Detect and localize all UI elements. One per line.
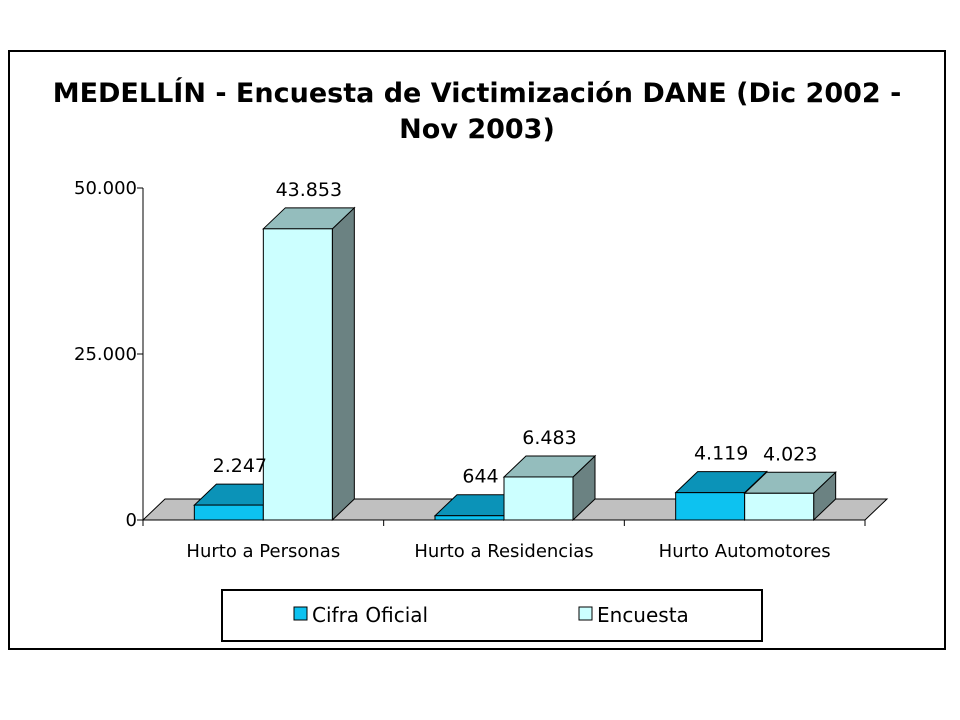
data-label-encuesta-hurto-a-personas: 43.853 — [276, 179, 342, 201]
y-tick-label: 25.000 — [74, 344, 137, 365]
y-tick-label: 50.000 — [74, 178, 137, 199]
bar-cifra-oficial-hurto-a-personas — [193, 504, 264, 521]
chart-title-line-2: Nov 2003) — [399, 114, 555, 145]
legend-swatch-encuesta — [578, 606, 593, 621]
chart-svg: MEDELLÍN - Encuesta de Victimización DAN… — [53, 77, 902, 642]
x-tick-label-hurto-a-personas: Hurto a Personas — [186, 541, 340, 562]
data-label-cifra-oficial-hurto-automotores: 4.119 — [694, 443, 748, 465]
data-label-encuesta-hurto-automotores: 4.023 — [763, 443, 817, 465]
bar-encuesta-hurto-a-residencias — [503, 476, 574, 521]
data-label-cifra-oficial-hurto-a-residencias: 644 — [462, 466, 498, 488]
x-tick-label-hurto-a-residencias: Hurto a Residencias — [414, 541, 593, 562]
y-tick-label: 0 — [126, 510, 137, 531]
bar-cifra-oficial-hurto-automotores — [675, 492, 746, 521]
y-axis: 0 25.000 50.000 — [74, 178, 144, 531]
legend-swatch-cifra-oficial — [293, 606, 308, 621]
legend-box — [221, 589, 763, 642]
legend: Cifra Oficial Encuesta — [221, 589, 763, 642]
chart-frame: MEDELLÍN - Encuesta de Victimización DAN… — [8, 50, 946, 650]
legend-label-cifra-oficial: Cifra Oficial — [312, 603, 428, 627]
bar-encuesta-hurto-a-personas — [262, 228, 333, 521]
chart-title: MEDELLÍN - Encuesta de Victimización DAN… — [53, 77, 902, 145]
bars — [193, 206, 837, 522]
bar-encuesta-hurto-automotores — [744, 492, 815, 521]
data-labels: 2.247 43.853 644 6.483 4.119 4.023 — [213, 179, 818, 488]
data-label-cifra-oficial-hurto-a-personas: 2.247 — [213, 455, 267, 477]
x-axis-categories: Hurto a Personas Hurto a Residencias Hurto… — [142, 520, 866, 562]
chart-title-line-1: MEDELLÍN - Encuesta de Victimización DAN… — [53, 77, 902, 109]
bar-cifra-oficial-hurto-a-residencias — [434, 515, 505, 521]
legend-label-encuesta: Encuesta — [597, 603, 689, 627]
data-label-encuesta-hurto-a-residencias: 6.483 — [522, 427, 576, 449]
x-tick-label-hurto-automotores: Hurto Automotores — [659, 541, 831, 562]
bar-encuesta-hurto-a-personas-side — [331, 206, 355, 522]
